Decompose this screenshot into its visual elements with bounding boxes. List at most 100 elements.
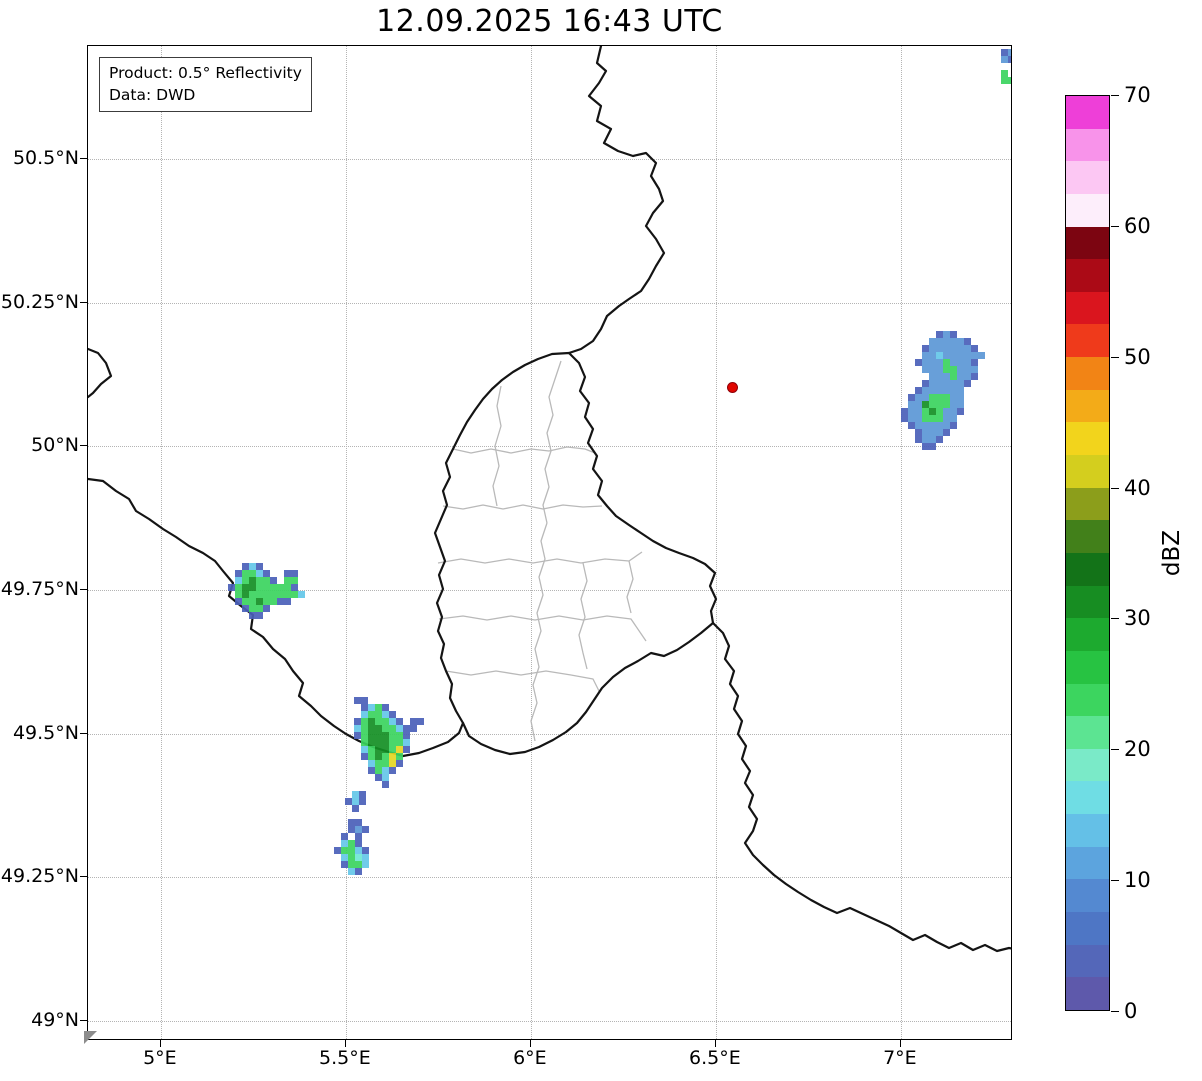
radar-echo-cell	[908, 415, 915, 422]
radar-echo-cell	[971, 345, 978, 352]
radar-echo-cell	[1001, 77, 1008, 84]
radar-echo-cell	[943, 373, 950, 380]
colorbar-segment	[1066, 748, 1109, 782]
colorbar-tick-mark	[1111, 749, 1119, 751]
radar-echo-cell	[929, 352, 936, 359]
radar-echo-cell	[943, 394, 950, 401]
annotation-box: Product: 0.5° Reflectivity Data: DWD	[99, 57, 312, 112]
radar-echo-cell	[375, 753, 382, 760]
radar-echo-cell	[957, 373, 964, 380]
radar-echo-cell	[396, 718, 403, 725]
radar-echo-cell	[382, 774, 389, 781]
colorbar-segment	[1066, 944, 1109, 978]
radar-echo-cell	[389, 739, 396, 746]
radar-echo-cell	[964, 366, 971, 373]
gridline-horizontal	[88, 159, 1011, 161]
radar-echo-cell	[256, 570, 263, 577]
radar-echo-cell	[915, 359, 922, 366]
radar-echo-cell	[341, 861, 348, 868]
radar-echo-cell	[284, 577, 291, 584]
radar-echo-cell	[375, 739, 382, 746]
radar-echo-cell	[1008, 56, 1011, 63]
radar-echo-cell	[929, 415, 936, 422]
radar-echo-cell	[410, 725, 417, 732]
colorbar-tick-label: 50	[1124, 344, 1151, 369]
radar-echo-cell	[396, 725, 403, 732]
colorbar-tick-mark	[1111, 225, 1119, 227]
y-tick-mark	[80, 1019, 87, 1021]
radar-echo-cell	[249, 612, 256, 619]
y-tick-label: 49°N	[31, 1008, 79, 1031]
radar-echo-cell	[361, 732, 368, 739]
radar-echo-cell	[256, 577, 263, 584]
radar-echo-cell	[915, 387, 922, 394]
colorbar-tick-mark	[1111, 1011, 1119, 1012]
x-tick-mark	[529, 1040, 531, 1047]
colorbar-segment	[1066, 226, 1109, 260]
radar-echo-cell	[355, 847, 362, 854]
y-tick-label: 49.25°N	[0, 865, 79, 888]
radar-echo-cell	[943, 422, 950, 429]
radar-echo-cell	[249, 584, 256, 591]
x-tick-mark	[159, 1040, 161, 1047]
radar-echo-cell	[915, 422, 922, 429]
radar-echo-cell	[901, 415, 908, 422]
radar-echo-cell	[389, 718, 396, 725]
colorbar-tick-mark	[1111, 487, 1119, 489]
colorbar-tick-label: 60	[1124, 213, 1151, 238]
radar-echo-cell	[936, 387, 943, 394]
radar-echo-cell	[242, 570, 249, 577]
radar-echo-cell	[375, 711, 382, 718]
radar-echo-cell	[263, 570, 270, 577]
colorbar-tick-label: 20	[1124, 737, 1151, 762]
radar-echo-cell	[354, 732, 361, 739]
radar-echo-cell	[361, 711, 368, 718]
radar-echo-cell	[943, 380, 950, 387]
radar-echo-cell	[359, 798, 366, 805]
colorbar-tick-mark	[1111, 356, 1119, 358]
y-tick-mark	[80, 158, 87, 160]
gridline-vertical	[530, 46, 532, 1039]
radar-echo-cell	[263, 584, 270, 591]
radar-echo-cell	[396, 760, 403, 767]
radar-echo-layer	[88, 46, 1011, 1039]
radar-echo-cell	[922, 408, 929, 415]
annotation-source: Data: DWD	[109, 86, 196, 105]
radar-echo-cell	[943, 387, 950, 394]
gridline-vertical	[900, 46, 902, 1039]
radar-echo-cell	[270, 577, 277, 584]
radar-echo-cell	[242, 577, 249, 584]
radar-echo-cell	[915, 436, 922, 443]
radar-echo-cell	[943, 401, 950, 408]
radar-echo-cell	[348, 840, 355, 847]
radar-echo-cell	[375, 746, 382, 753]
radar-echo-cell	[242, 598, 249, 605]
radar-echo-cell	[943, 352, 950, 359]
radar-echo-cell	[1008, 49, 1011, 56]
colorbar-segment	[1066, 389, 1109, 423]
x-tick-label: 6°E	[513, 1047, 547, 1069]
colorbar-segment	[1066, 879, 1109, 913]
radar-echo-cell	[355, 854, 362, 861]
radar-echo-cell	[929, 401, 936, 408]
radar-echo-cell	[348, 861, 355, 868]
colorbar-tick-label: 0	[1124, 999, 1138, 1023]
radar-echo-cell	[242, 605, 249, 612]
radar-echo-cell	[352, 798, 359, 805]
radar-echo-cell	[263, 577, 270, 584]
radar-echo-cell	[936, 408, 943, 415]
radar-echo-cell	[361, 704, 368, 711]
radar-echo-cell	[382, 725, 389, 732]
radar-echo-cell	[382, 704, 389, 711]
radar-echo-cell	[362, 826, 369, 833]
radar-echo-cell	[929, 359, 936, 366]
radar-echo-cell	[368, 732, 375, 739]
radar-echo-cell	[908, 408, 915, 415]
colorbar-tick-label: 30	[1124, 606, 1151, 631]
radar-echo-cell	[256, 584, 263, 591]
x-tick-mark	[899, 1040, 901, 1047]
radar-echo-cell	[361, 739, 368, 746]
colorbar-axis-label: dBZ	[1159, 529, 1185, 577]
radar-echo-cell	[249, 563, 256, 570]
radar-echo-cell	[950, 352, 957, 359]
